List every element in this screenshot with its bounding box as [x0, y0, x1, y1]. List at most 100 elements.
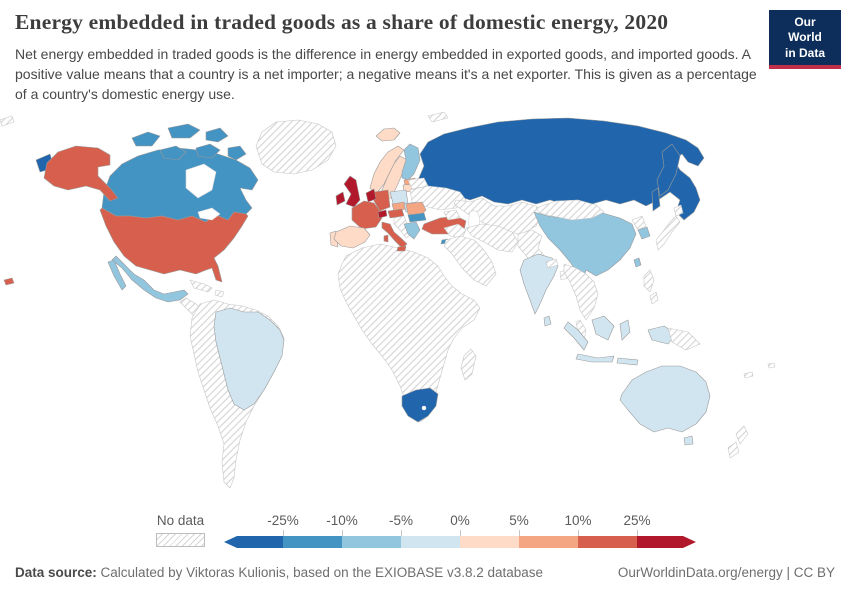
map-region-canada-island[interactable]: [131, 131, 161, 147]
map-region-iran[interactable]: [465, 223, 519, 253]
map-region-philippines-south[interactable]: [649, 291, 659, 305]
map-region-bulgaria[interactable]: [407, 212, 427, 223]
legend-tick-label: 0%: [450, 513, 470, 528]
legend-tick-label: -10%: [326, 513, 358, 528]
map-region-sulawesi[interactable]: [619, 319, 631, 341]
map-region-spain[interactable]: [333, 225, 371, 249]
map-region-south-africa[interactable]: [401, 387, 439, 423]
map-region-new-zealand-south[interactable]: [727, 441, 740, 459]
map-region-ireland[interactable]: [335, 191, 346, 206]
data-source-label: Data source:: [15, 565, 97, 580]
legend-bin-3[interactable]: [342, 536, 401, 548]
map-region-greece[interactable]: [403, 221, 421, 240]
map-region-hawaii[interactable]: [3, 277, 15, 286]
map-region-svalbard[interactable]: [427, 111, 449, 123]
map-region-africa[interactable]: [337, 243, 481, 423]
legend-tick-mark: [578, 530, 579, 536]
map-region-russia-kamchatka[interactable]: [656, 143, 681, 197]
legend-tick-row: -25% -10% -5% 0% 5% 10% 25%: [224, 513, 696, 536]
map-region-hispaniola[interactable]: [214, 289, 225, 298]
map-region-arabia[interactable]: [443, 235, 497, 287]
map-region-sicily[interactable]: [396, 245, 407, 252]
map-region-australia[interactable]: [619, 365, 711, 433]
legend-tick-mark: [460, 530, 461, 536]
map-region-switzerland[interactable]: [377, 209, 388, 219]
map-region-japan[interactable]: [655, 215, 681, 251]
map-region-tasmania[interactable]: [683, 435, 694, 446]
map-region-iraq-syria[interactable]: [443, 223, 467, 239]
great-lakes: [197, 207, 221, 221]
legend-bin-8[interactable]: [637, 536, 696, 548]
map-region-wrangel[interactable]: [0, 115, 15, 127]
legend-no-data-label: No data: [156, 513, 205, 528]
legend-tick-label: -25%: [267, 513, 299, 528]
map-region-iceland[interactable]: [375, 127, 401, 142]
map-region-japan-hokkaido[interactable]: [673, 204, 684, 217]
map-region-pacific-island[interactable]: [743, 371, 754, 379]
hudson-bay: [185, 163, 217, 199]
map-region-caucasus[interactable]: [443, 209, 461, 221]
legend-color-bar: [224, 536, 696, 548]
map-region-india[interactable]: [519, 253, 559, 315]
map-region-france[interactable]: [351, 200, 383, 230]
legend-bin-1[interactable]: [224, 536, 283, 548]
map-region-russia-sakhalin[interactable]: [651, 187, 661, 212]
map-region-canada-island[interactable]: [159, 145, 187, 161]
footer-links: OurWorldinData.org/energy | CC BY: [618, 565, 835, 580]
legend-bar-wrap: -25% -10% -5% 0% 5% 10% 25%: [224, 513, 696, 548]
owid-url-link[interactable]: OurWorldinData.org/energy: [617, 565, 783, 580]
map-region-new-zealand-north[interactable]: [735, 425, 749, 445]
map-region-russia[interactable]: [417, 117, 705, 221]
legend-tick-label: 5%: [509, 513, 529, 528]
legend-tick-mark: [283, 530, 284, 536]
legend-tick-label: 25%: [623, 513, 651, 528]
legend-bin-4[interactable]: [401, 536, 460, 548]
map-region-brazil[interactable]: [213, 307, 285, 411]
owid-logo-line1: Our World: [788, 15, 822, 45]
map-region-sardinia[interactable]: [383, 234, 389, 243]
license-link[interactable]: CC BY: [793, 565, 835, 580]
map-region-borneo[interactable]: [591, 315, 615, 341]
map-region-papua-new-guinea[interactable]: [667, 327, 701, 351]
map-region-alaska[interactable]: [43, 145, 119, 202]
map-region-java[interactable]: [575, 353, 615, 363]
legend-no-data-swatch[interactable]: [156, 533, 205, 547]
map-region-canada-island[interactable]: [227, 145, 247, 161]
map-region-cuba[interactable]: [189, 279, 213, 293]
map-region-canada-island[interactable]: [195, 143, 221, 159]
map-region-madagascar[interactable]: [460, 348, 477, 381]
legend-tick-label: -5%: [388, 513, 414, 528]
map-region-mongolia[interactable]: [535, 199, 605, 221]
map-region-mexico-baja[interactable]: [107, 259, 127, 291]
map-region-finland[interactable]: [401, 143, 421, 181]
map-region-belgium-netherlands[interactable]: [365, 188, 377, 203]
map-region-nepal[interactable]: [545, 258, 559, 269]
map-region-north-korea[interactable]: [631, 215, 647, 231]
map-region-sri-lanka[interactable]: [543, 315, 552, 327]
owid-logo: Our World in Data: [769, 10, 841, 70]
map-region-south-korea[interactable]: [637, 226, 651, 240]
legend-bin-2[interactable]: [283, 536, 342, 548]
map-region-canada-island[interactable]: [205, 127, 229, 143]
lesotho: [421, 405, 427, 411]
data-source: Data source: Calculated by Viktoras Kuli…: [15, 565, 543, 580]
map-region-taiwan[interactable]: [633, 257, 642, 268]
page-title: Energy embedded in traded goods as a sha…: [15, 10, 669, 34]
map-region-canada-island[interactable]: [167, 123, 201, 139]
map-region-united-states[interactable]: [99, 207, 249, 283]
owid-logo-line2: in Data: [784, 45, 825, 60]
map-region-united-kingdom[interactable]: [343, 175, 361, 208]
map-region-mexico[interactable]: [111, 255, 189, 303]
map-region-sumatra[interactable]: [563, 321, 589, 351]
map-region-lesser-sunda[interactable]: [616, 357, 639, 366]
legend-no-data: No data: [156, 513, 205, 547]
chart-footer: Data source: Calculated by Viktoras Kuli…: [15, 565, 835, 580]
legend-bin-7[interactable]: [578, 536, 637, 548]
map-region-southeast-asia[interactable]: [563, 263, 599, 321]
legend-bin-5[interactable]: [460, 536, 519, 548]
map-region-pacific-island[interactable]: [767, 362, 776, 369]
map-region-greenland[interactable]: [255, 119, 337, 175]
map-region-philippines[interactable]: [643, 269, 655, 293]
legend-bin-6[interactable]: [519, 536, 578, 548]
